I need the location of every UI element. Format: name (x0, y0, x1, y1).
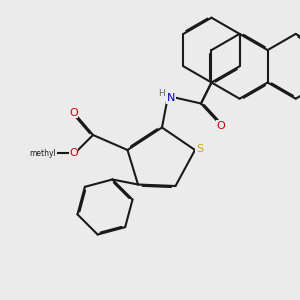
Text: H: H (158, 88, 165, 98)
Text: S: S (196, 143, 203, 154)
Text: O: O (69, 148, 78, 158)
Text: O: O (217, 121, 226, 131)
Text: methyl: methyl (29, 148, 56, 158)
Text: N: N (167, 93, 175, 103)
Text: O: O (69, 107, 78, 118)
